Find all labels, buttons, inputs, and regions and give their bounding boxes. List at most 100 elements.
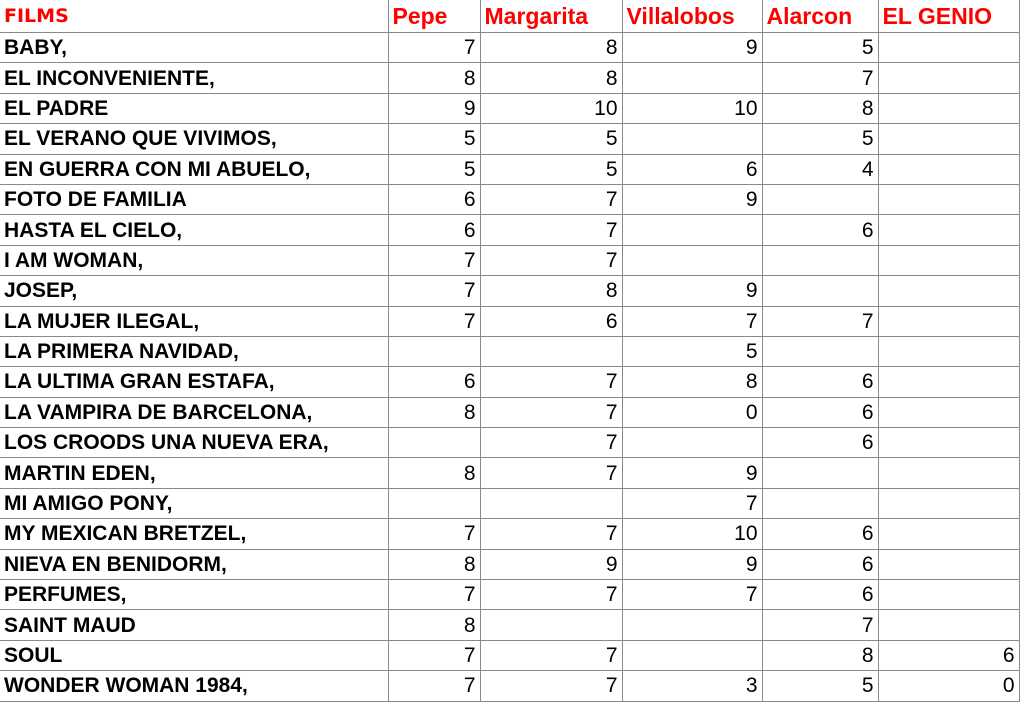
- score-cell-el-genio[interactable]: [877, 457, 1020, 489]
- score-cell-villalobos[interactable]: 7: [621, 487, 763, 520]
- score-cell-alarcon[interactable]: 6: [761, 548, 879, 581]
- score-cell-margarita[interactable]: 7: [479, 518, 623, 550]
- score-cell-margarita[interactable]: 7: [479, 396, 623, 429]
- score-cell-pepe[interactable]: 7: [387, 579, 481, 611]
- score-cell-el-genio[interactable]: [877, 487, 1020, 520]
- score-cell-alarcon[interactable]: 7: [761, 609, 879, 641]
- score-cell-el-genio[interactable]: [877, 183, 1020, 216]
- score-cell-pepe[interactable]: 7: [387, 244, 481, 277]
- score-cell-el-genio[interactable]: [877, 62, 1020, 94]
- score-cell-alarcon[interactable]: 7: [761, 305, 879, 337]
- score-cell-el-genio[interactable]: [877, 123, 1020, 155]
- film-title-cell[interactable]: EL INCONVENIENTE,: [0, 62, 389, 94]
- score-cell-el-genio[interactable]: [877, 335, 1020, 368]
- film-title-cell[interactable]: SOUL: [0, 639, 389, 672]
- score-cell-pepe[interactable]: 7: [387, 670, 481, 702]
- score-cell-pepe[interactable]: [387, 335, 481, 368]
- score-cell-villalobos[interactable]: 10: [621, 518, 763, 550]
- score-cell-el-genio[interactable]: [877, 518, 1020, 550]
- score-cell-villalobos[interactable]: 10: [621, 92, 763, 125]
- score-cell-alarcon[interactable]: 6: [761, 366, 879, 398]
- film-title-cell[interactable]: BABY,: [0, 31, 389, 64]
- score-cell-alarcon[interactable]: 5: [761, 670, 879, 702]
- score-cell-pepe[interactable]: 6: [387, 183, 481, 216]
- score-cell-margarita[interactable]: 7: [479, 183, 623, 216]
- film-title-cell[interactable]: LA VAMPIRA DE BARCELONA,: [0, 396, 389, 429]
- score-cell-villalobos[interactable]: 6: [621, 153, 763, 185]
- score-cell-pepe[interactable]: [387, 427, 481, 459]
- film-title-cell[interactable]: LA ULTIMA GRAN ESTAFA,: [0, 366, 389, 398]
- score-cell-pepe[interactable]: 7: [387, 639, 481, 672]
- score-cell-margarita[interactable]: [479, 487, 623, 520]
- score-cell-margarita[interactable]: 7: [479, 579, 623, 611]
- score-cell-pepe[interactable]: 8: [387, 62, 481, 94]
- score-cell-villalobos[interactable]: 9: [621, 457, 763, 489]
- score-cell-el-genio[interactable]: [877, 548, 1020, 581]
- film-title-cell[interactable]: NIEVA EN BENIDORM,: [0, 548, 389, 581]
- score-cell-el-genio[interactable]: [877, 153, 1020, 185]
- header-villalobos[interactable]: Villalobos: [621, 0, 763, 33]
- score-cell-alarcon[interactable]: 6: [761, 396, 879, 429]
- score-cell-el-genio[interactable]: [877, 396, 1020, 429]
- score-cell-pepe[interactable]: 7: [387, 518, 481, 550]
- score-cell-alarcon[interactable]: 5: [761, 31, 879, 64]
- score-cell-margarita[interactable]: 7: [479, 639, 623, 672]
- score-cell-villalobos[interactable]: 9: [621, 548, 763, 581]
- score-cell-pepe[interactable]: 7: [387, 305, 481, 337]
- score-cell-alarcon[interactable]: 6: [761, 518, 879, 550]
- score-cell-margarita[interactable]: 8: [479, 31, 623, 64]
- score-cell-margarita[interactable]: 7: [479, 457, 623, 489]
- header-el-genio[interactable]: EL GENIO: [877, 0, 1020, 33]
- score-cell-margarita[interactable]: 7: [479, 427, 623, 459]
- score-cell-margarita[interactable]: 9: [479, 548, 623, 581]
- score-cell-alarcon[interactable]: [761, 487, 879, 520]
- score-cell-alarcon[interactable]: [761, 183, 879, 216]
- score-cell-alarcon[interactable]: 6: [761, 427, 879, 459]
- score-cell-el-genio[interactable]: [877, 427, 1020, 459]
- film-title-cell[interactable]: EN GUERRA CON MI ABUELO,: [0, 153, 389, 185]
- score-cell-alarcon[interactable]: 7: [761, 62, 879, 94]
- score-cell-el-genio[interactable]: [877, 244, 1020, 277]
- score-cell-alarcon[interactable]: 8: [761, 639, 879, 672]
- film-title-cell[interactable]: SAINT MAUD: [0, 609, 389, 641]
- film-title-cell[interactable]: LOS CROODS UNA NUEVA ERA,: [0, 427, 389, 459]
- score-cell-villalobos[interactable]: 8: [621, 366, 763, 398]
- score-cell-alarcon[interactable]: 5: [761, 123, 879, 155]
- score-cell-pepe[interactable]: 8: [387, 396, 481, 429]
- film-title-cell[interactable]: WONDER WOMAN 1984,: [0, 670, 389, 702]
- score-cell-pepe[interactable]: 6: [387, 366, 481, 398]
- film-title-cell[interactable]: I AM WOMAN,: [0, 244, 389, 277]
- score-cell-villalobos[interactable]: 9: [621, 275, 763, 307]
- score-cell-pepe[interactable]: 5: [387, 153, 481, 185]
- score-cell-pepe[interactable]: [387, 487, 481, 520]
- score-cell-villalobos[interactable]: 9: [621, 183, 763, 216]
- score-cell-alarcon[interactable]: 4: [761, 153, 879, 185]
- film-title-cell[interactable]: LA PRIMERA NAVIDAD,: [0, 335, 389, 368]
- score-cell-margarita[interactable]: 6: [479, 305, 623, 337]
- header-alarcon[interactable]: Alarcon: [761, 0, 879, 33]
- film-title-cell[interactable]: EL VERANO QUE VIVIMOS,: [0, 123, 389, 155]
- film-title-cell[interactable]: JOSEP,: [0, 275, 389, 307]
- score-cell-villalobos[interactable]: [621, 427, 763, 459]
- score-cell-alarcon[interactable]: [761, 335, 879, 368]
- score-cell-villalobos[interactable]: [621, 62, 763, 94]
- score-cell-villalobos[interactable]: 5: [621, 335, 763, 368]
- score-cell-pepe[interactable]: 8: [387, 548, 481, 581]
- header-margarita[interactable]: Margarita: [479, 0, 623, 33]
- score-cell-margarita[interactable]: 8: [479, 62, 623, 94]
- score-cell-villalobos[interactable]: [621, 123, 763, 155]
- score-cell-el-genio[interactable]: [877, 92, 1020, 125]
- score-cell-pepe[interactable]: 8: [387, 457, 481, 489]
- score-cell-margarita[interactable]: 5: [479, 123, 623, 155]
- score-cell-pepe[interactable]: 9: [387, 92, 481, 125]
- score-cell-alarcon[interactable]: [761, 275, 879, 307]
- film-title-cell[interactable]: MY MEXICAN BRETZEL,: [0, 518, 389, 550]
- score-cell-pepe[interactable]: 6: [387, 214, 481, 246]
- score-cell-el-genio[interactable]: [877, 579, 1020, 611]
- score-cell-villalobos[interactable]: 7: [621, 579, 763, 611]
- score-cell-margarita[interactable]: [479, 335, 623, 368]
- score-cell-villalobos[interactable]: 0: [621, 396, 763, 429]
- score-cell-el-genio[interactable]: [877, 305, 1020, 337]
- score-cell-villalobos[interactable]: [621, 214, 763, 246]
- film-title-cell[interactable]: EL PADRE: [0, 92, 389, 125]
